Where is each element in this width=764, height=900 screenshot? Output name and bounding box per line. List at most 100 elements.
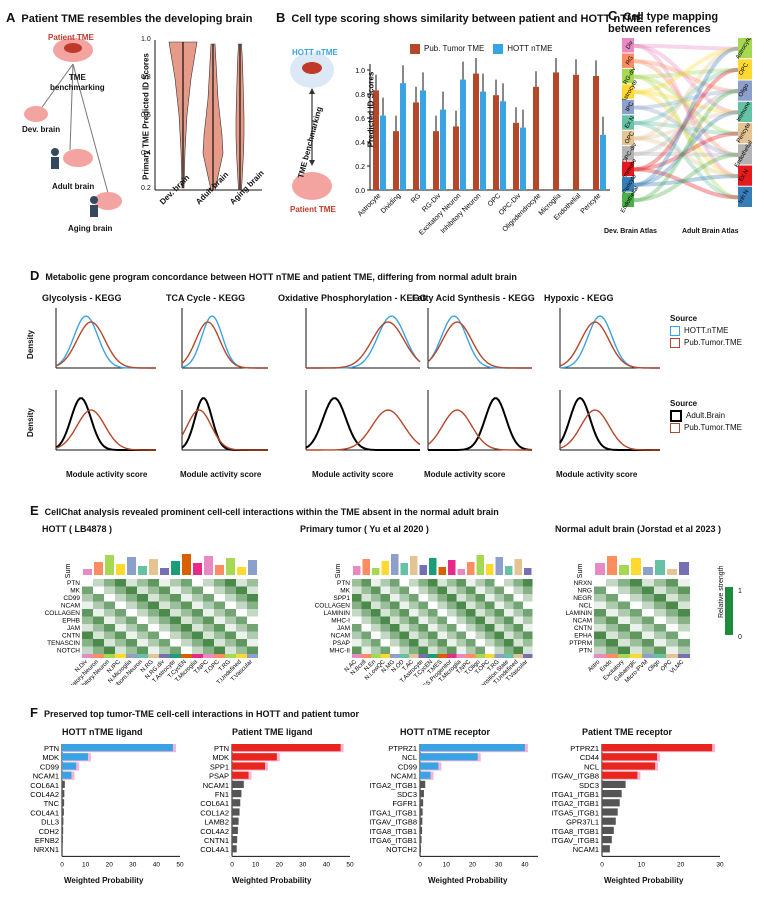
heat-cell — [654, 631, 666, 639]
row-label: MHC-II — [329, 648, 350, 655]
f-bar — [602, 817, 616, 825]
heat-cell — [390, 639, 400, 647]
col-bar — [137, 654, 148, 658]
heat-cell — [466, 631, 476, 639]
panel-a-diagram — [24, 38, 262, 217]
heat-cell — [247, 631, 258, 639]
f-bar — [62, 780, 65, 788]
heat-cell — [225, 646, 236, 654]
person-icon — [51, 148, 59, 156]
heat-cell — [390, 624, 400, 632]
d-legend-2: Source Adult.Brain Pub.Tumor.TME — [670, 399, 742, 433]
heat-cell — [399, 601, 409, 609]
heat-cell — [380, 579, 390, 587]
heat-cell — [148, 646, 159, 654]
f-bar — [420, 753, 478, 761]
sum-bar — [524, 568, 532, 575]
brain-icon — [292, 172, 332, 200]
bar-hott — [480, 91, 486, 190]
heat-cell — [192, 639, 203, 647]
f-bar — [62, 790, 65, 798]
heat-cell — [214, 601, 225, 609]
col-bar — [390, 654, 400, 658]
col-bar — [236, 654, 247, 658]
heat-cell — [170, 609, 181, 617]
f-bar — [62, 817, 64, 825]
f-bar — [232, 799, 241, 807]
heat-cell — [361, 594, 371, 602]
heat-cell — [82, 586, 93, 594]
sum-bar — [160, 568, 169, 575]
heat-cell — [225, 624, 236, 632]
f-xlabel: Weighted Probability — [64, 876, 144, 885]
heat-cell — [148, 631, 159, 639]
heat-cell — [618, 639, 630, 647]
f-bar-label: COL4A2 — [200, 827, 229, 836]
f-bar — [232, 808, 240, 816]
heat-cell — [390, 594, 400, 602]
heat-cell — [494, 624, 504, 632]
f-bar-label: PTPRZ1 — [570, 744, 599, 753]
heat-cell — [104, 579, 115, 587]
col-bar — [203, 654, 214, 658]
col-bar — [678, 654, 690, 658]
heat-cell — [181, 639, 192, 647]
sum-bar — [138, 566, 147, 575]
bar-tumor — [473, 73, 479, 190]
heat-cell — [494, 609, 504, 617]
heat-cell — [475, 601, 485, 609]
ytick-label: 0.6 — [355, 116, 365, 123]
f-bar — [232, 780, 244, 788]
heat-cell — [361, 624, 371, 632]
heat-cell — [181, 594, 192, 602]
heat-cell — [159, 646, 170, 654]
f-tick: 20 — [106, 861, 114, 868]
col-label: Oligo — [647, 659, 662, 674]
heat-cell — [371, 586, 381, 594]
heat-cell — [399, 624, 409, 632]
sum-bar — [679, 562, 689, 575]
sum-bar — [149, 559, 158, 575]
f-bar — [232, 826, 238, 834]
f-bar-label: ITGA5_ITGB1 — [551, 808, 599, 817]
heat-cell — [236, 646, 247, 654]
legend-gradient — [725, 587, 733, 635]
heat-cell — [181, 616, 192, 624]
row-label: PSAP — [333, 640, 350, 647]
heat-cell — [225, 586, 236, 594]
sum-bar — [514, 559, 522, 575]
heat-cell — [159, 616, 170, 624]
row-label: LAMININ — [566, 610, 593, 617]
heat-cell — [428, 601, 438, 609]
sankey-flow — [633, 152, 739, 203]
sankey-flow — [633, 89, 739, 110]
col-bar — [82, 654, 93, 658]
heat-cell — [456, 646, 466, 654]
heat-cell — [137, 624, 148, 632]
heat-cell — [225, 601, 236, 609]
heat-cell — [225, 579, 236, 587]
heat-cell — [399, 609, 409, 617]
ytick-label: 0.0 — [355, 188, 365, 195]
sum-bar — [105, 555, 114, 575]
heat-cell — [361, 609, 371, 617]
f-bar-label: MDK — [42, 753, 59, 762]
ytick: 0.2 — [141, 185, 151, 192]
heat-cell — [666, 594, 678, 602]
heat-cell — [371, 624, 381, 632]
heat-cell — [594, 616, 606, 624]
heat-cell — [203, 594, 214, 602]
heat-cell — [678, 586, 690, 594]
f-bar-label: FGFR1 — [392, 799, 417, 808]
heat-cell — [606, 594, 618, 602]
heat-cell — [666, 579, 678, 587]
heat-cell — [104, 616, 115, 624]
heat-cell — [380, 609, 390, 617]
heat-cell — [447, 624, 457, 632]
heat-cell — [456, 594, 466, 602]
heat-cell — [371, 616, 381, 624]
f-bar — [62, 808, 64, 816]
heat-cell — [456, 586, 466, 594]
sankey-node-right — [738, 186, 752, 207]
heat-cell — [594, 601, 606, 609]
